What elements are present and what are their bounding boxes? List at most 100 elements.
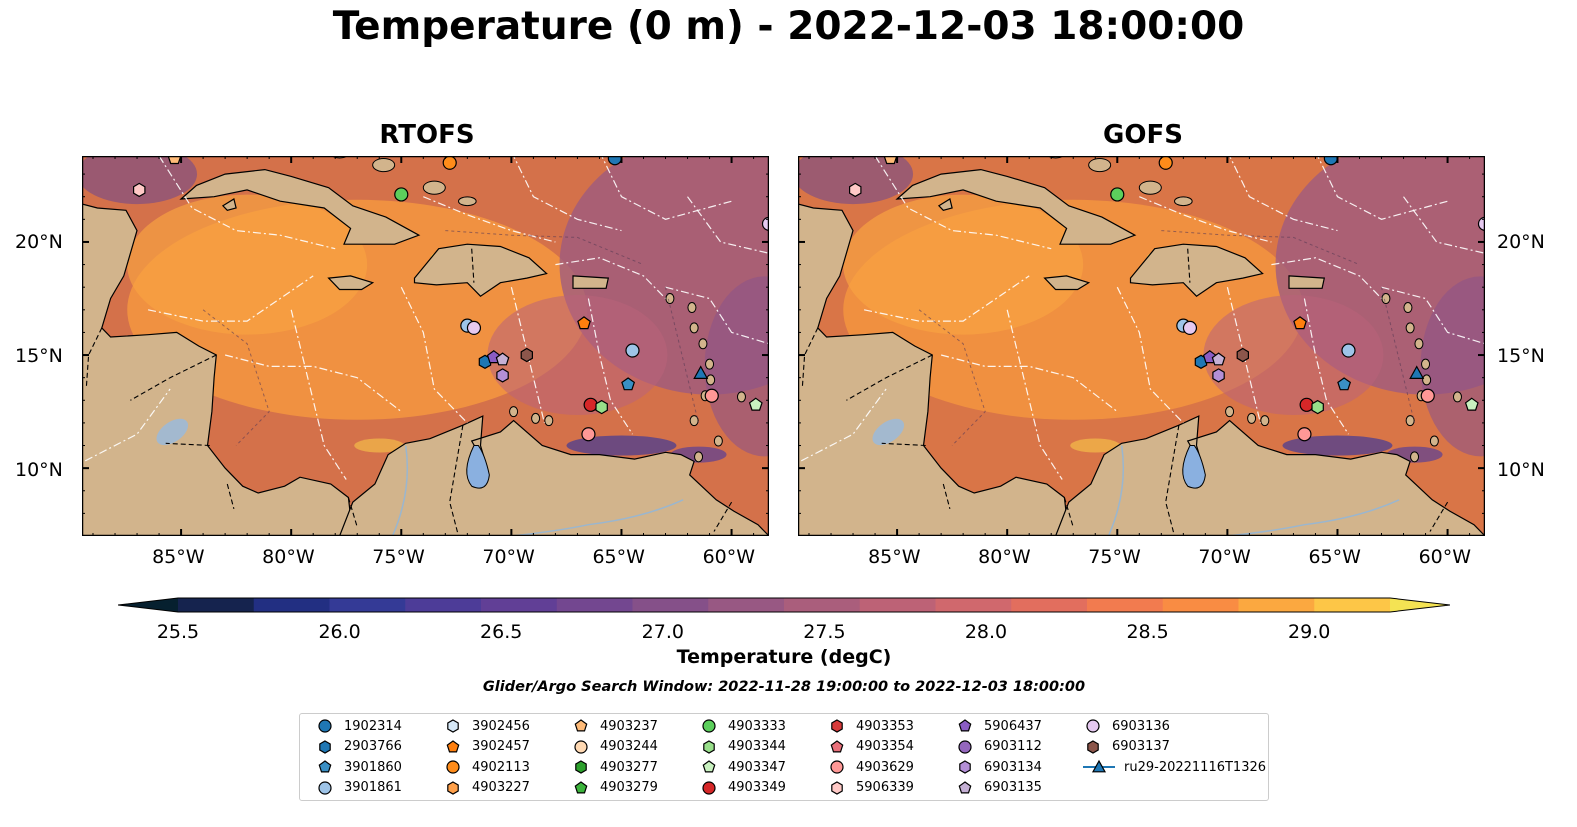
lat-tick-label: 10°N — [1497, 459, 1545, 481]
legend-marker-icon — [574, 739, 588, 754]
observation-marker[interactable] — [1211, 352, 1226, 366]
legend-label: 3902456 — [472, 718, 530, 734]
panel-title-rtofs: RTOFS — [379, 120, 475, 150]
observation-marker[interactable] — [748, 397, 763, 411]
lon-tick-label: 75°W — [1088, 546, 1141, 568]
observation-marker[interactable] — [1182, 320, 1198, 336]
lon-tick-label: 70°W — [1198, 546, 1251, 568]
legend-label: 4903353 — [856, 718, 914, 734]
observation-marker[interactable] — [1341, 343, 1356, 358]
legend-marker-icon — [318, 719, 332, 733]
observation-marker[interactable] — [1212, 368, 1225, 383]
observation-marker[interactable] — [621, 377, 636, 391]
map-gofs[interactable] — [798, 156, 1485, 536]
legend-marker-icon — [703, 739, 715, 754]
lon-tick-label: 65°W — [1308, 546, 1361, 568]
observation-marker[interactable] — [595, 399, 608, 415]
legend-label: 4903237 — [600, 718, 658, 734]
observation-marker[interactable] — [883, 156, 898, 165]
legend-marker-icon — [318, 780, 332, 795]
colorbar-label: Temperature (degC) — [676, 646, 892, 668]
legend-marker-icon — [446, 739, 460, 752]
legend-entry: 4903629 — [826, 757, 914, 777]
legend-entry: 3902457 — [442, 737, 530, 757]
observation-marker[interactable] — [1297, 427, 1312, 442]
observation-marker[interactable] — [848, 182, 862, 198]
legend-label: 3901860 — [344, 759, 402, 775]
legend-entry: 4903244 — [570, 737, 658, 757]
observation-marker[interactable] — [581, 427, 596, 442]
lat-tick-label: 10°N — [15, 459, 63, 481]
observation-marker[interactable] — [607, 156, 622, 166]
legend-entry: 6903135 — [954, 778, 1042, 798]
legend-entry: 3901860 — [314, 757, 402, 777]
observation-marker[interactable] — [466, 320, 482, 336]
legend-label: ru29-20221116T1326 — [1124, 759, 1267, 775]
legend-label: 6903135 — [984, 780, 1042, 795]
lat-tick-label: 20°N — [15, 231, 63, 253]
observation-marker[interactable] — [1337, 377, 1352, 391]
colorbar-tick-label: 28.0 — [964, 621, 1008, 643]
observation-marker[interactable] — [1299, 397, 1314, 412]
observation-marker[interactable] — [704, 388, 719, 403]
legend-entry: 6903112 — [954, 737, 1042, 757]
legend-marker-icon — [958, 739, 972, 754]
legend-marker-icon — [574, 719, 588, 732]
legend-marker-icon — [447, 780, 459, 795]
legend-label: 6903137 — [1112, 739, 1170, 754]
observation-marker[interactable] — [1311, 399, 1324, 415]
legend-marker-icon — [575, 760, 587, 774]
observation-marker[interactable] — [693, 365, 709, 379]
lon-tick-label: 65°W — [592, 546, 645, 568]
observation-marker[interactable] — [761, 216, 770, 231]
observation-marker[interactable] — [1236, 347, 1249, 363]
legend-marker-icon — [831, 719, 843, 733]
legend-marker-icon — [958, 780, 972, 793]
legend-entry: 4903349 — [698, 778, 786, 798]
legend-marker-icon — [574, 780, 588, 793]
observation-marker[interactable] — [1293, 316, 1307, 330]
legend-entry: 6903134 — [954, 757, 1042, 777]
observation-marker[interactable] — [625, 343, 640, 358]
lon-tick-label: 80°W — [978, 546, 1031, 568]
legend-entry: 2903766 — [314, 737, 402, 757]
legend-entry: 6903137 — [1082, 737, 1170, 757]
lon-tick-label: 85°W — [868, 546, 921, 568]
observation-marker[interactable] — [132, 182, 146, 198]
legend-label: 4903344 — [728, 739, 786, 754]
observation-marker[interactable] — [394, 187, 409, 202]
legend: 1902314 2903766 3901860 3901861 3902456 39024… — [299, 713, 1269, 801]
observation-marker[interactable] — [1110, 187, 1125, 202]
observation-marker[interactable] — [1409, 365, 1425, 379]
legend-entry: 6903136 — [1082, 716, 1170, 736]
observation-marker[interactable] — [577, 316, 591, 330]
legend-marker-icon — [447, 719, 459, 733]
legend-label: 4903227 — [472, 780, 530, 795]
observation-marker[interactable] — [1477, 216, 1486, 231]
observation-marker[interactable] — [583, 397, 598, 412]
observation-marker[interactable] — [496, 368, 509, 383]
legend-entry: 4903333 — [698, 716, 786, 736]
observation-marker[interactable] — [1464, 397, 1479, 411]
legend-entry: 3902456 — [442, 716, 530, 736]
observation-marker[interactable] — [167, 156, 182, 165]
observation-marker[interactable] — [1323, 156, 1338, 166]
legend-label: 3902457 — [472, 739, 530, 754]
colorbar — [117, 597, 1451, 617]
legend-marker-icon — [1086, 719, 1100, 733]
map-rtofs[interactable] — [82, 156, 769, 536]
legend-marker-icon — [959, 760, 971, 774]
legend-label: 4902113 — [472, 759, 530, 775]
observation-marker[interactable] — [520, 347, 533, 363]
search-window-caption: Glider/Argo Search Window: 2022-11-28 19… — [482, 679, 1086, 695]
legend-entry: 4903344 — [698, 737, 786, 757]
legend-marker-icon — [830, 739, 844, 752]
legend-marker-icon — [318, 760, 332, 773]
legend-entry: ru29-20221116T1326 — [1082, 757, 1266, 777]
observation-marker[interactable] — [495, 352, 510, 366]
legend-marker-icon — [319, 739, 331, 754]
legend-entry: 5906339 — [826, 778, 914, 798]
lat-tick-label: 15°N — [15, 345, 63, 367]
legend-marker-icon — [830, 760, 844, 774]
observation-marker[interactable] — [1420, 388, 1435, 403]
